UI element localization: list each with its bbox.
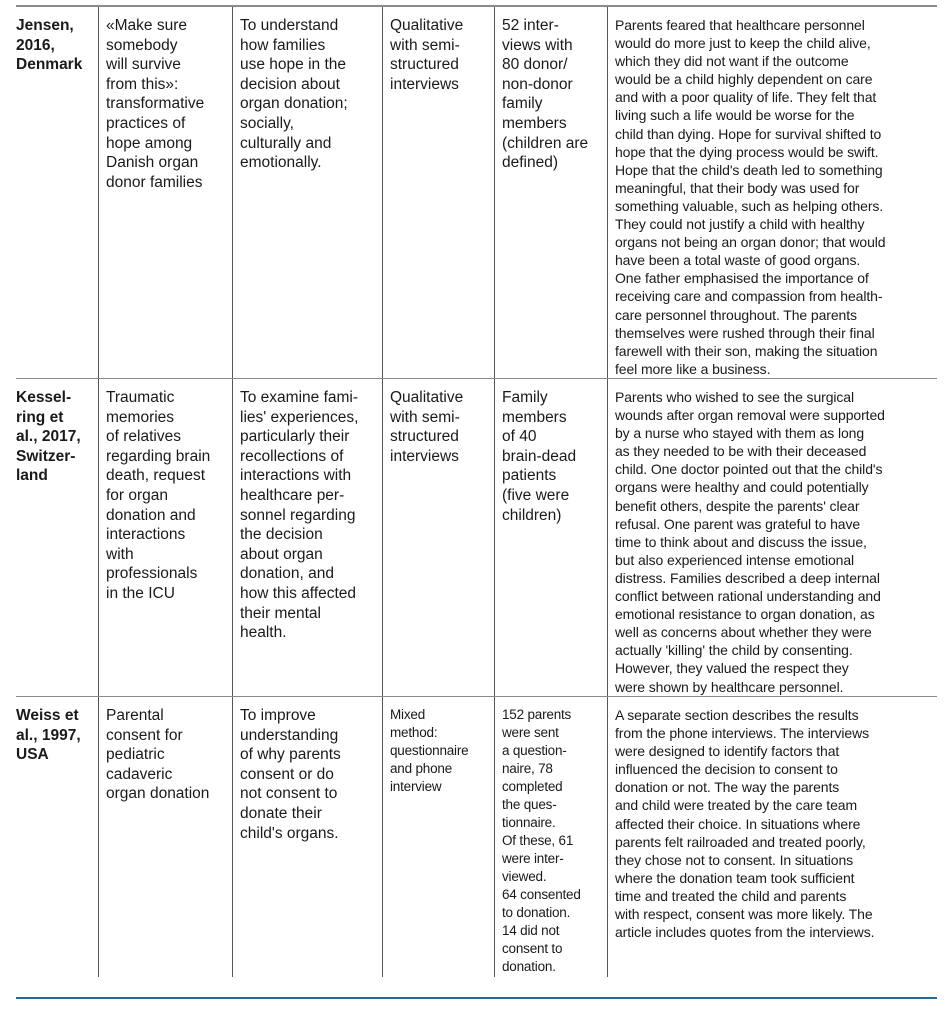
study-cell: Kessel- ring et al., 2017, Switzer- land bbox=[16, 389, 81, 485]
sample-cell: Family members of 40 brain-dead patients… bbox=[494, 379, 607, 696]
aim-cell: To improve understanding of why parents … bbox=[232, 697, 382, 977]
bottom-rule bbox=[16, 997, 937, 999]
title-cell: «Make sure somebody will survive from th… bbox=[98, 7, 232, 378]
method-cell: Qualitative with semi- structured interv… bbox=[382, 379, 494, 696]
findings-cell: Parents feared that healthcare personnel… bbox=[607, 7, 937, 378]
study-cell: Weiss et al., 1997, USA bbox=[16, 707, 81, 764]
study-cell: Jensen, 2016, Denmark bbox=[16, 17, 83, 74]
findings-cell: A separate section describes the results… bbox=[607, 697, 937, 977]
title-cell: Traumatic memories of relatives regardin… bbox=[98, 379, 232, 696]
sample-cell: 52 inter- views with 80 donor/ non-donor… bbox=[494, 7, 607, 378]
table-row: Kessel- ring et al., 2017, Switzer- land… bbox=[16, 379, 937, 697]
method-cell: Qualitative with semi- structured interv… bbox=[382, 7, 494, 378]
aim-cell: To examine fami- lies' experiences, part… bbox=[232, 379, 382, 696]
table-row: Weiss et al., 1997, USA Parental consent… bbox=[16, 697, 937, 977]
studies-table: Jensen, 2016, Denmark «Make sure somebod… bbox=[16, 5, 937, 977]
findings-cell: Parents who wished to see the surgical w… bbox=[607, 379, 937, 696]
sample-cell: 152 parents were sent a question- naire,… bbox=[494, 697, 607, 977]
title-cell: Parental consent for pediatric cadaveric… bbox=[98, 697, 232, 977]
aim-cell: To understand how families use hope in t… bbox=[232, 7, 382, 378]
method-cell: Mixed method: questionnaire and phone in… bbox=[382, 697, 494, 977]
table-row: Jensen, 2016, Denmark «Make sure somebod… bbox=[16, 7, 937, 379]
